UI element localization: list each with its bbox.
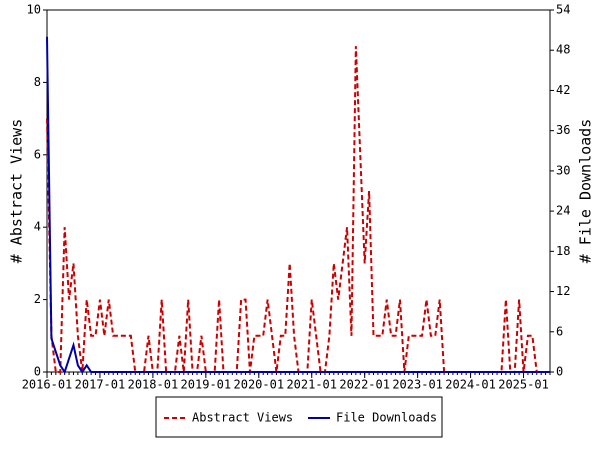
y2-tick-label: 24 — [556, 204, 570, 218]
y2-tick-label: 18 — [556, 244, 570, 258]
legend-label: Abstract Views — [192, 411, 293, 425]
y2-tick-label: 42 — [556, 83, 570, 97]
y2-tick-label: 6 — [556, 324, 563, 338]
y2-tick-label: 30 — [556, 163, 570, 177]
y-tick-label: 0 — [34, 365, 41, 379]
x-tick-label: 2020-01 — [234, 378, 285, 392]
y-tick-label: 6 — [34, 147, 41, 161]
x-tick-label: 2017-01 — [75, 378, 126, 392]
y2-tick-label: 54 — [556, 3, 570, 17]
y2-tick-label: 36 — [556, 123, 570, 137]
x-tick-label: 2024-01 — [445, 378, 496, 392]
y2-tick-label: 0 — [556, 365, 563, 379]
y-tick-label: 8 — [34, 75, 41, 89]
series-line — [46, 36, 550, 375]
x-tick-label: 2021-01 — [286, 378, 337, 392]
y2-tick-label: 48 — [556, 43, 570, 57]
x-tick-label: 2023-01 — [392, 378, 443, 392]
x-tick-label: 2018-01 — [128, 378, 179, 392]
legend-label: File Downloads — [336, 411, 437, 425]
x-tick-label: 2022-01 — [339, 378, 390, 392]
y2-axis-label: # File Downloads — [577, 119, 595, 264]
y-tick-label: 4 — [34, 220, 41, 234]
series-line — [46, 46, 550, 373]
y-tick-label: 10 — [27, 3, 41, 17]
legend — [155, 396, 443, 438]
y-tick-label: 2 — [34, 292, 41, 306]
plot-frame — [46, 9, 551, 373]
x-tick-label: 2016-01 — [22, 378, 73, 392]
y-axis-label: # Abstract Views — [8, 119, 26, 264]
x-tick-label: 2025-01 — [498, 378, 549, 392]
y2-tick-label: 12 — [556, 284, 570, 298]
x-tick-label: 2019-01 — [181, 378, 232, 392]
